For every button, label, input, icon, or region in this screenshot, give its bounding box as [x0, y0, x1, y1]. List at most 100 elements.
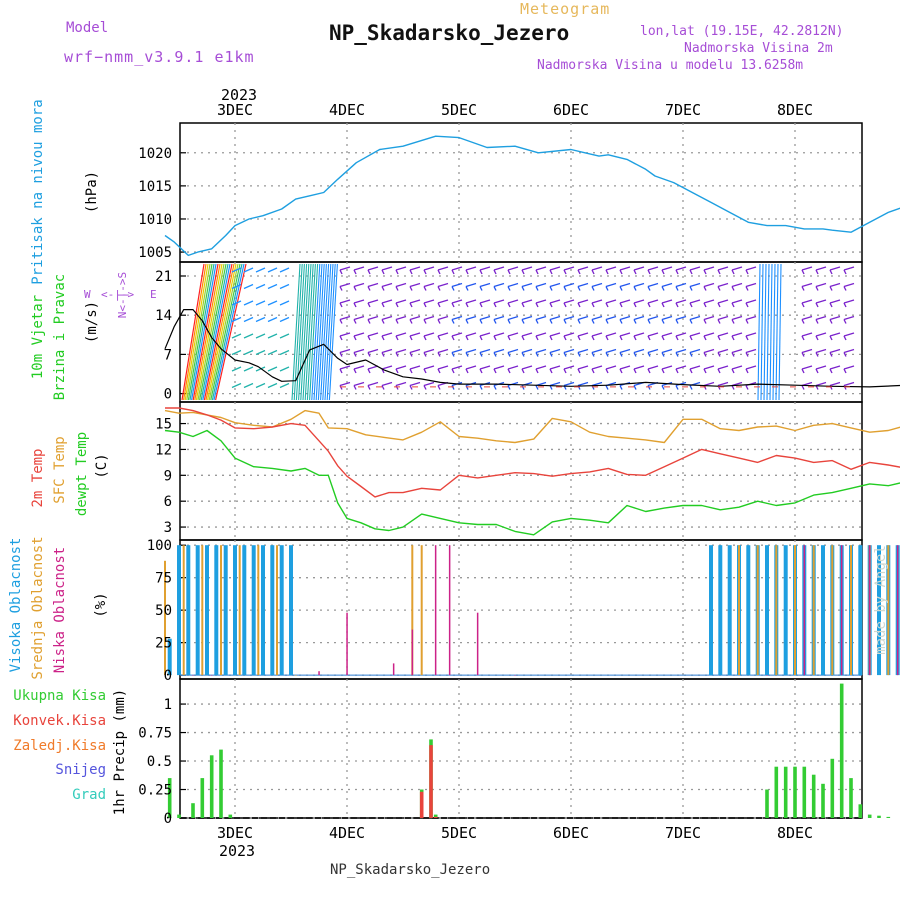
wind-barb [465, 348, 477, 354]
wind-barb [339, 365, 351, 370]
wind-axis-subtitle: Brzina i Pravac [52, 274, 68, 400]
wind-barb [409, 286, 413, 291]
wind-barb [549, 299, 561, 304]
compass-arrow-v: N<-|->S [116, 272, 129, 318]
wind-barb [409, 299, 421, 304]
wind-barb [619, 332, 631, 337]
wind-barb [549, 286, 553, 291]
wind-barb [661, 385, 665, 390]
wind-streak [202, 263, 231, 401]
wind-barb [661, 299, 673, 304]
wind-barb [745, 319, 749, 324]
cloud-bar-high [177, 545, 181, 676]
wind-barb [535, 319, 539, 324]
cloud-bar-low [514, 675, 516, 676]
wind-barb [619, 335, 623, 341]
cloud-y-tick: 0 [164, 668, 172, 684]
precip-bar-total [228, 814, 233, 818]
wind-barb [703, 365, 715, 370]
wind-barb [815, 319, 819, 324]
wind-barb [479, 335, 483, 341]
wind-barb [605, 319, 609, 324]
bottom-day-label-8DEC: 8DEC [777, 824, 813, 842]
wind-streak [757, 263, 761, 401]
wind-barb [535, 315, 547, 321]
wind-barb [843, 299, 855, 304]
precip-bar-total [877, 815, 881, 818]
wind-barb [339, 319, 343, 324]
wind-barb [367, 299, 379, 304]
wind-barb [521, 302, 525, 308]
wind-barb [339, 302, 343, 308]
wind-streak [317, 263, 327, 401]
temp2m-line [165, 407, 900, 498]
wind-barb [717, 315, 729, 321]
wind-barb [465, 385, 469, 390]
wind-barb [563, 365, 575, 370]
wind-barb [829, 381, 841, 387]
wind-barb [731, 266, 743, 271]
wind-barb [339, 381, 351, 387]
wind-barb [507, 286, 511, 291]
bottom-day-label-5DEC: 5DEC [441, 824, 477, 842]
wind-barb [633, 319, 637, 324]
wind-barb [493, 332, 505, 337]
wind-y-tick: 7 [164, 347, 172, 363]
wind-barb [577, 302, 581, 308]
wind-barb [493, 352, 497, 357]
cloud-y-tick: 75 [155, 571, 172, 587]
wind-barb [423, 381, 435, 387]
temp-y-tick: 12 [155, 442, 172, 458]
wind-barb [731, 319, 735, 324]
wind-barb [843, 381, 855, 387]
mid-cloud-axis-title: Srednja Oblacnost [30, 536, 46, 679]
wind-barb [395, 385, 399, 390]
wind-barb [675, 385, 679, 390]
wind-barb [507, 282, 519, 288]
cloud-bar-high [186, 545, 191, 676]
wind-barb [423, 319, 427, 324]
wind-barb [479, 269, 483, 275]
wind-barb [395, 365, 407, 370]
precip-bar-total [200, 778, 205, 818]
wind-barb [731, 335, 735, 341]
wind-barb [465, 302, 469, 308]
low-cloud-axis-title: Niska Oblacnost [52, 547, 68, 673]
wind-barb [279, 349, 290, 356]
wind-barb [591, 315, 603, 321]
wind-barb [437, 385, 441, 390]
wind-barb [479, 319, 483, 324]
wind-barb [675, 368, 679, 374]
wind-barb [535, 352, 539, 357]
wind-barb [451, 352, 455, 357]
wind-barb [521, 385, 525, 390]
cloud-bar-low [448, 545, 451, 676]
wind-barb [367, 335, 371, 341]
cloud-bar-mid [794, 545, 796, 676]
wind-barb [675, 348, 687, 354]
wind-barb [829, 348, 841, 354]
wind-barb [633, 266, 645, 271]
precip-legend-4: Grad [72, 787, 106, 803]
wind-barb [843, 282, 855, 288]
wind-barb [395, 315, 407, 321]
wind-barb [367, 286, 371, 291]
wind-barb [745, 282, 757, 288]
wind-barb [353, 385, 357, 390]
cloud-y-tick: 100 [147, 538, 172, 554]
wind-barb [381, 315, 393, 321]
wind-barb [577, 299, 589, 304]
wind-barb [381, 319, 385, 324]
lonlat-label: lon,lat (19.15E, 42.2812N) [640, 24, 844, 39]
sfc-axis-title: SFC Temp [52, 436, 68, 503]
cloud-bar-mid [276, 545, 278, 676]
wind-barb [381, 365, 393, 370]
wind-barb [815, 352, 819, 357]
cloud-bar-mid [738, 545, 740, 676]
wind-barb [409, 332, 421, 337]
wind-barb [493, 266, 505, 271]
wind-barb [619, 365, 631, 370]
wind-barb [381, 302, 385, 308]
wind-streak [778, 263, 782, 401]
wind-barb [409, 365, 421, 370]
